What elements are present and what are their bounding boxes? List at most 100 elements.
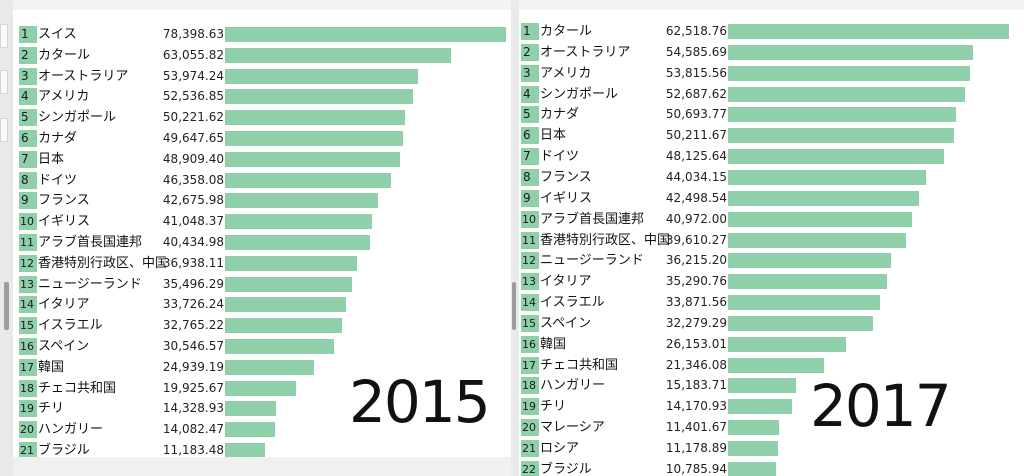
table-row: チリ 19 14,170.93 [519,397,1024,416]
bottom-scrollbar[interactable] [13,457,511,476]
rank-badge: 19 [521,398,539,416]
bar [728,44,973,60]
country-label: ニュージーランド [540,253,644,269]
chart-panel-2017: カタール 1 62,518.76 オーストラリア 2 54,585.69 アメリカ 3 53,8… [519,10,1024,476]
value-label: 40,972.00 [665,211,727,226]
country-label: ハンガリー [540,378,606,394]
value-label: 33,871.56 [665,295,727,310]
table-row: 韓国 17 24,939.19 [13,358,511,377]
bar [225,297,346,313]
country-label: イスラエル [38,318,103,334]
value-label: 35,290.76 [665,274,727,289]
table-row: フランス 9 42,675.98 [13,191,511,210]
rank-badge: 1 [19,26,37,43]
rank-badge: 13 [521,273,539,291]
left-edge-control-2[interactable] [0,70,8,94]
rank-badge: 11 [19,234,37,251]
value-label: 52,687.62 [665,86,727,101]
bar [728,24,1009,39]
left-edge-control-3[interactable] [0,118,8,142]
table-row: スペイン 15 32,279.29 [519,314,1024,333]
rank-badge: 16 [521,335,539,353]
rank-badge: 5 [19,109,37,127]
country-label: シンガポール [38,110,117,126]
rank-badge: 20 [19,421,37,439]
rank-badge: 4 [19,88,37,106]
left-edge-control-1[interactable] [0,24,8,48]
value-label: 40,434.98 [162,235,224,249]
table-row: カナダ 6 49,647.65 [13,129,511,148]
bar [225,359,314,375]
table-row: チェコ共和国 17 21,346.08 [519,356,1024,375]
table-row: 韓国 16 26,153.01 [519,335,1024,354]
table-row: アラブ首長国連邦 10 40,972.00 [519,210,1024,229]
bar [225,401,276,417]
table-row: カナダ 5 50,693.77 [519,105,1024,124]
table-row: ブラジル 22 10,785.94 [519,460,1024,476]
rank-badge: 7 [19,150,37,168]
country-label: アメリカ [38,89,90,105]
bar [225,27,506,42]
country-label: アメリカ [540,65,592,81]
rank-badge: 15 [521,314,539,332]
rank-badge: 16 [19,338,37,355]
bar [225,235,370,250]
bar [728,461,776,476]
value-label: 52,536.85 [162,89,224,104]
table-row: イギリス 9 42,498.54 [519,189,1024,208]
country-label: マレーシア [540,420,605,436]
value-label: 33,726.24 [162,297,224,312]
table-row: イスラエル 14 33,871.56 [519,293,1024,312]
middle-scrollbar-thumb[interactable] [512,282,516,330]
table-row: マレーシア 20 11,401.67 [519,418,1024,437]
table-row: シンガポール 4 52,687.62 [519,85,1024,104]
country-label: スイス [38,27,77,42]
bar [225,131,403,146]
rank-badge: 12 [19,254,37,272]
country-label: フランス [38,193,90,209]
country-label: フランス [540,169,592,185]
value-label: 30,546.57 [162,339,224,353]
table-row: シンガポール 5 50,221.62 [13,108,511,127]
bar [225,214,372,230]
table-row: チェコ共和国 18 19,925.67 [13,379,511,398]
value-label: 48,125.64 [665,149,727,164]
rank-badge: 13 [19,275,37,293]
rank-badge: 14 [19,296,37,314]
value-label: 21,346.08 [665,357,727,372]
country-label: ドイツ [540,149,580,165]
table-row: オーストラリア 3 53,974.24 [13,67,511,86]
country-label: カナダ [540,107,580,123]
country-label: カタール [540,24,593,39]
table-row: イスラエル 15 32,765.22 [13,316,511,335]
bar [225,110,405,126]
value-label: 42,498.54 [665,190,727,205]
country-label: イスラエル [540,295,605,311]
rank-badge: 10 [19,213,37,231]
value-label: 11,183.48 [162,443,224,457]
country-label: オーストラリア [38,68,129,84]
table-row: 香港特別行政区、中国 12 36,938.11 [13,254,511,273]
country-label: 香港特別行政区、中国 [38,255,166,271]
bar [728,295,880,311]
rank-badge: 8 [521,168,539,186]
table-row: オーストラリア 2 54,585.69 [519,43,1024,62]
bar [728,65,970,81]
middle-scrollbar[interactable] [511,0,519,476]
bar [728,232,906,248]
value-label: 44,034.15 [665,169,727,184]
country-label: ニュージーランド [38,276,142,292]
value-label: 63,055.82 [162,47,224,62]
value-label: 10,785.94 [665,461,727,476]
rank-badge: 17 [521,356,539,374]
country-label: シンガポール [540,86,619,102]
bar [728,378,796,394]
country-label: アラブ首長国連邦 [38,235,143,250]
left-scrollbar-thumb[interactable] [4,282,9,330]
year-label: 2015 [349,368,491,436]
bar [728,169,926,185]
country-label: スペイン [38,339,90,354]
value-label: 53,974.24 [162,68,224,83]
value-label: 42,675.98 [162,193,224,208]
country-label: チェコ共和国 [540,357,619,373]
